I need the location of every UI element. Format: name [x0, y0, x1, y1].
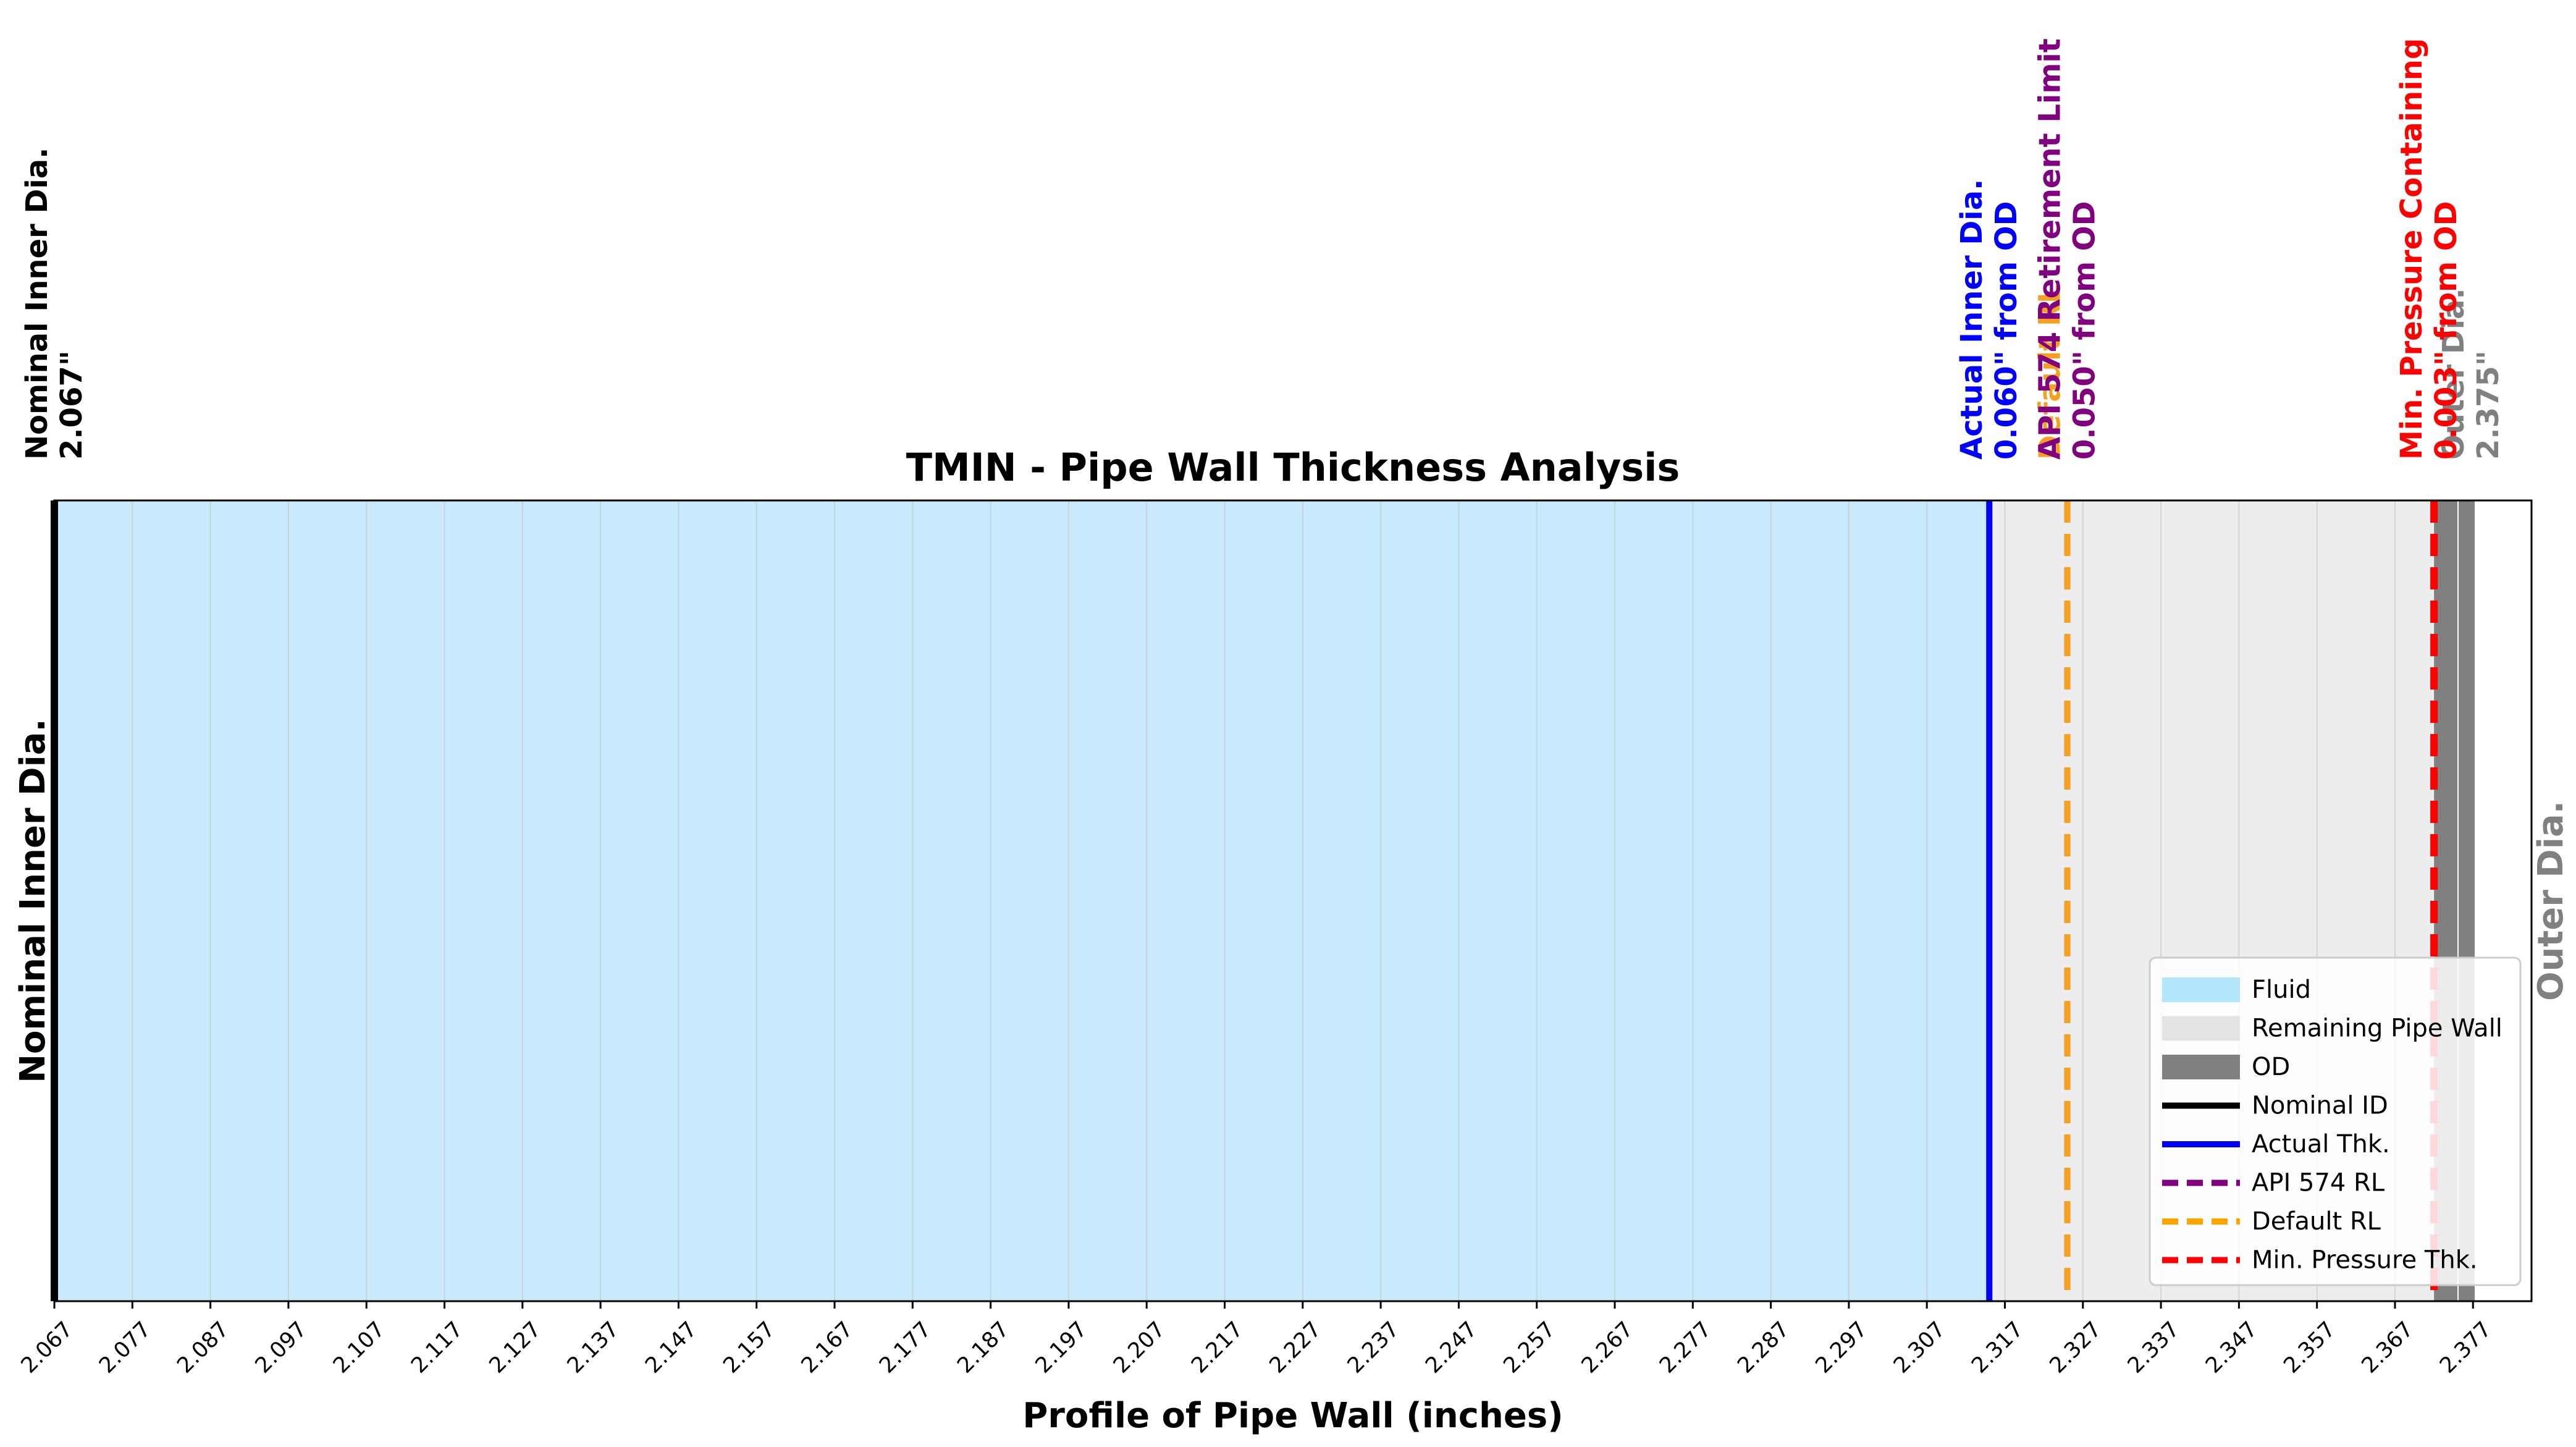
line-label-api: API 574 Retirement Limit — [2033, 38, 2068, 460]
legend-label-remaining-pipe-wall: Remaining Pipe Wall — [2252, 1015, 2502, 1043]
line-label-default: 0.050" from OD — [2068, 201, 2102, 460]
legend-label-nominal-id: Nominal ID — [2252, 1092, 2388, 1120]
plot-frame — [53, 499, 2533, 1302]
y-axis-label-right: Outer Dia. — [2531, 801, 2571, 1001]
x-axis-label: Profile of Pipe Wall (inches) — [1022, 1396, 1564, 1436]
line-label-actual: Actual Inner Dia. — [1955, 179, 1989, 460]
legend-label-min-pressure-thk: Min. Pressure Thk. — [2252, 1246, 2478, 1275]
legend-items: Fluid Remaining Pipe Wall OD Nominal ID Actu… — [2162, 976, 2502, 1275]
y-axis-label-left: Nominal Inner Dia. — [13, 719, 53, 1083]
legend-label-actual-thk: Actual Thk. — [2252, 1130, 2390, 1158]
legend: Fluid Remaining Pipe Wall OD Nominal ID Actu… — [2149, 956, 2522, 1286]
region-fluid — [54, 500, 1990, 1301]
chart-title: TMIN - Pipe Wall Thickness Analysis — [906, 445, 1680, 490]
line-label-od: Outer Dia. — [2436, 288, 2471, 460]
legend-label-od: OD — [2252, 1053, 2290, 1081]
line-label-api: 0.050" from OD — [2068, 201, 2102, 460]
line-label-nominal: Nominal Inner Dia. — [20, 148, 54, 460]
line-label-minp: 0.003" from OD — [2429, 201, 2464, 460]
legend-label-fluid: Fluid — [2252, 976, 2311, 1004]
legend-swatch-remaining-pipe-wall — [2162, 1016, 2240, 1041]
legend-label-api-574-rl: API 574 RL — [2252, 1169, 2385, 1197]
line-label-default: Default RL — [2033, 285, 2068, 460]
line-label-actual: 0.060" from OD — [1989, 201, 2024, 460]
legend-swatch-od — [2162, 1055, 2240, 1079]
regions-layer — [54, 500, 2458, 1301]
legend-label-default-rl: Default RL — [2252, 1207, 2381, 1236]
line-labels-layer: Nominal Inner Dia. 2.067" Actual Inner Dia… — [20, 38, 2506, 460]
line-label-nominal: 2.067" — [54, 350, 89, 460]
legend-box — [2149, 956, 2522, 1286]
legend-swatch-fluid — [2162, 977, 2240, 1002]
line-label-minp: Min. Pressure Containing — [2394, 38, 2429, 460]
line-label-od: 2.375" — [2471, 350, 2506, 460]
